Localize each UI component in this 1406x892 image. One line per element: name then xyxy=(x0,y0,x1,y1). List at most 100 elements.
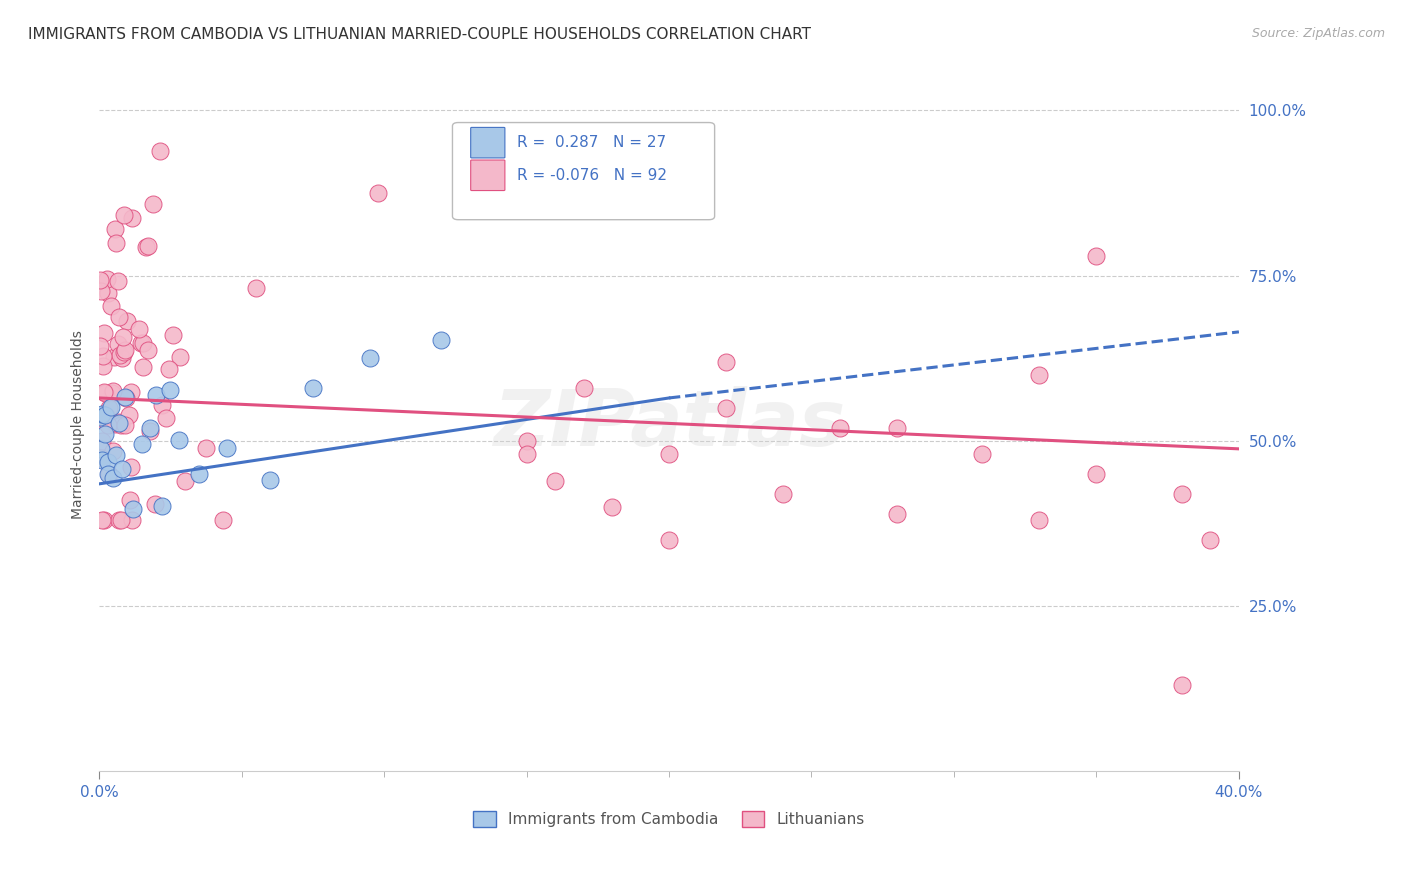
Point xyxy=(430,334,453,348)
Point xyxy=(114,390,136,404)
Point xyxy=(93,385,115,400)
Point xyxy=(114,417,136,432)
Point xyxy=(114,343,136,357)
Point xyxy=(212,513,235,527)
Point xyxy=(94,409,117,423)
Point xyxy=(110,418,132,433)
Text: ZIPatlas: ZIPatlas xyxy=(494,386,845,462)
Point xyxy=(159,361,181,376)
Point xyxy=(886,507,908,521)
Point xyxy=(1171,678,1194,692)
Point xyxy=(118,408,141,422)
Point xyxy=(90,434,112,449)
Point xyxy=(110,513,132,527)
Point xyxy=(245,281,267,295)
Point xyxy=(544,474,567,488)
Point xyxy=(100,400,122,414)
Point xyxy=(122,502,145,516)
Point xyxy=(111,462,134,476)
Point xyxy=(101,443,124,458)
Point xyxy=(516,447,538,461)
Point xyxy=(121,211,143,225)
Point xyxy=(105,448,128,462)
Point xyxy=(112,208,135,222)
Point xyxy=(139,420,162,434)
FancyBboxPatch shape xyxy=(453,122,714,219)
Point xyxy=(150,499,173,513)
Point xyxy=(90,284,112,298)
Point xyxy=(658,447,681,461)
Point xyxy=(103,350,125,364)
Point xyxy=(90,451,112,466)
Point xyxy=(108,310,131,324)
Point xyxy=(118,492,141,507)
Point xyxy=(100,299,122,313)
Point xyxy=(135,240,157,254)
Text: R = -0.076   N = 92: R = -0.076 N = 92 xyxy=(517,168,668,183)
Point xyxy=(302,381,325,395)
Point xyxy=(120,385,142,400)
Point xyxy=(142,197,165,211)
Point xyxy=(94,409,117,423)
Point xyxy=(149,144,172,158)
Point xyxy=(138,343,160,357)
Y-axis label: Married-couple Households: Married-couple Households xyxy=(72,330,86,519)
Point xyxy=(89,339,111,353)
Point xyxy=(150,398,173,412)
Point xyxy=(91,453,114,467)
Point xyxy=(145,387,167,401)
Point xyxy=(103,471,125,485)
Point xyxy=(572,381,595,395)
Point xyxy=(972,447,994,461)
Point xyxy=(108,513,131,527)
Point xyxy=(600,500,623,514)
Point xyxy=(96,286,118,301)
Point xyxy=(110,348,132,362)
Point xyxy=(131,437,153,451)
Point xyxy=(107,337,129,351)
Point xyxy=(94,385,117,400)
Text: R =  0.287   N = 27: R = 0.287 N = 27 xyxy=(517,136,666,150)
Point xyxy=(128,322,150,336)
FancyBboxPatch shape xyxy=(471,160,505,191)
Point xyxy=(94,427,117,442)
Point xyxy=(91,408,114,422)
Point xyxy=(714,401,737,415)
Point xyxy=(359,351,381,366)
Point xyxy=(194,441,217,455)
Point xyxy=(115,314,138,328)
Point xyxy=(111,330,134,344)
Text: Source: ZipAtlas.com: Source: ZipAtlas.com xyxy=(1251,27,1385,40)
Point xyxy=(155,411,177,425)
Point xyxy=(132,335,155,350)
Point xyxy=(89,410,111,425)
Point xyxy=(886,420,908,434)
Point xyxy=(174,474,197,488)
Point xyxy=(91,349,114,363)
Point xyxy=(101,386,124,401)
Point xyxy=(97,467,120,482)
Point xyxy=(115,391,138,405)
Text: IMMIGRANTS FROM CAMBODIA VS LITHUANIAN MARRIED-COUPLE HOUSEHOLDS CORRELATION CHA: IMMIGRANTS FROM CAMBODIA VS LITHUANIAN M… xyxy=(28,27,811,42)
FancyBboxPatch shape xyxy=(471,128,505,158)
Point xyxy=(97,401,120,416)
Point xyxy=(120,459,142,474)
Point xyxy=(1171,487,1194,501)
Point xyxy=(143,496,166,510)
Point xyxy=(97,417,120,432)
Point xyxy=(187,467,209,481)
Point xyxy=(91,359,114,373)
Point xyxy=(828,420,851,434)
Point xyxy=(97,455,120,469)
Point xyxy=(93,513,115,527)
Point xyxy=(112,345,135,359)
Point xyxy=(104,222,127,236)
Point xyxy=(107,274,129,288)
Point xyxy=(111,351,134,365)
Point xyxy=(159,383,181,397)
Point xyxy=(162,327,184,342)
Point xyxy=(217,441,239,455)
Point xyxy=(107,415,129,429)
Point xyxy=(658,533,681,547)
Point xyxy=(259,474,281,488)
